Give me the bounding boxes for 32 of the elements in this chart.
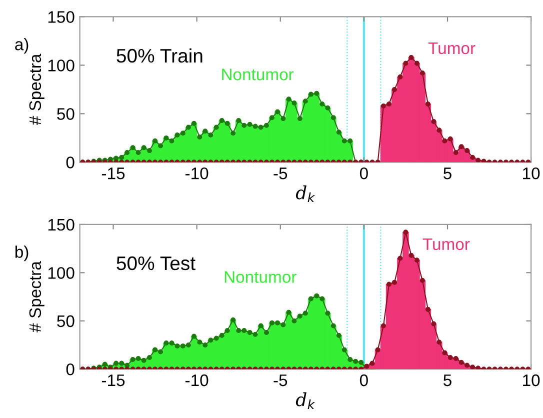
y-tick-label: 0 xyxy=(66,156,74,168)
text: a) xyxy=(15,38,28,54)
x-tick-label: 10 xyxy=(523,374,540,386)
y-tick-label: 100 xyxy=(48,60,74,72)
annotation: 50% Train xyxy=(116,48,202,63)
y-axis-title: # Spectra xyxy=(29,54,44,126)
x-axis-title: d$_{k}$ xyxy=(296,392,316,409)
x-tick-label: -15 xyxy=(102,374,125,386)
y-tick-label: 150 xyxy=(48,11,74,23)
y-tick-label: 50 xyxy=(57,108,74,120)
y-tick-label: 50 xyxy=(57,315,74,328)
x-tick-label: 5 xyxy=(444,168,452,180)
text: b) xyxy=(15,246,28,262)
x-tick-label: 5 xyxy=(444,374,452,386)
x-tick-label: -5 xyxy=(274,374,288,386)
series-label: Tumor xyxy=(428,42,476,54)
x-tick-label: 0 xyxy=(360,374,368,386)
x-tick-label: 0 xyxy=(360,167,368,180)
y-tick-label: 0 xyxy=(66,363,74,376)
x-tick-label: -10 xyxy=(186,167,208,180)
y-tick-label: 150 xyxy=(48,218,74,231)
series-label: Nontumor xyxy=(224,271,296,283)
x-tick-label: 10 xyxy=(523,167,540,180)
y-tick-label: 100 xyxy=(48,267,74,279)
y-axis-title: # Spectra xyxy=(29,261,44,332)
x-axis-title: d$_{k}$ xyxy=(296,185,316,202)
annotation: 50% Test xyxy=(116,256,196,270)
series-label: Nontumor xyxy=(222,68,294,80)
x-tick-label: -5 xyxy=(274,168,288,180)
x-tick-label: -15 xyxy=(102,168,125,180)
x-tick-label: -10 xyxy=(186,374,208,386)
series-label: Tumor xyxy=(422,238,470,250)
